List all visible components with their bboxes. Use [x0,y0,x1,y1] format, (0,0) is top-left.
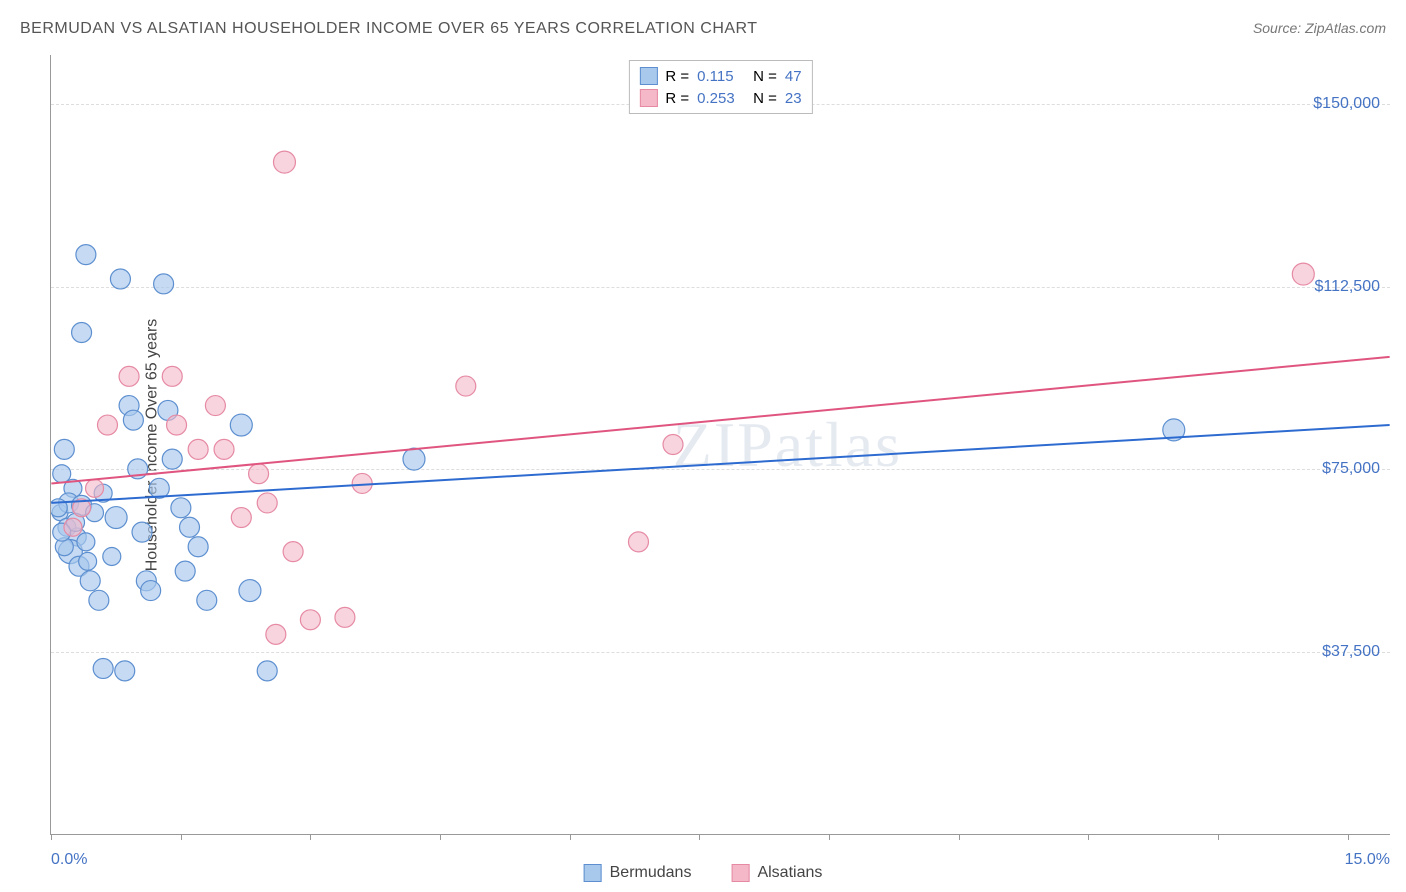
data-point [283,542,303,562]
data-point [77,533,95,551]
plot-area: Householder Income Over 65 years ZIPatla… [50,55,1390,835]
n-label: N = [753,90,777,107]
n-label: N = [753,68,777,85]
data-point [64,518,82,536]
legend-item-alsatians: Alsatians [731,864,822,882]
data-point [105,507,127,529]
data-point [54,439,74,459]
data-point [663,435,683,455]
chart-title: BERMUDAN VS ALSATIAN HOUSEHOLDER INCOME … [20,20,758,38]
legend-stats-row-1: R = 0.253 N = 23 [639,87,801,109]
data-point [89,590,109,610]
legend-stats-row-0: R = 0.115 N = 47 [639,65,801,87]
data-point [167,415,187,435]
data-point [132,522,152,542]
data-point [266,624,286,644]
data-point [188,439,208,459]
data-point [119,366,139,386]
legend-label-bermudans: Bermudans [610,864,692,882]
data-point [79,552,97,570]
data-point [257,661,277,681]
data-point [300,610,320,630]
legend-item-bermudans: Bermudans [584,864,692,882]
r-value-1: 0.253 [697,90,745,107]
legend-series: Bermudans Alsatians [584,864,823,882]
data-point [214,439,234,459]
legend-stats: R = 0.115 N = 47 R = 0.253 N = 23 [628,60,812,114]
r-label: R = [665,90,689,107]
data-point [80,571,100,591]
data-point [273,151,295,173]
n-value-0: 47 [785,68,802,85]
data-point [53,465,71,483]
data-point [72,323,92,343]
legend-swatch-alsatians [639,89,657,107]
data-point [175,561,195,581]
data-point [93,658,113,678]
scatter-svg [51,55,1390,834]
data-point [141,581,161,601]
r-label: R = [665,68,689,85]
data-point [97,415,117,435]
data-point [335,607,355,627]
data-point [123,410,143,430]
data-point [188,537,208,557]
data-point [230,414,252,436]
data-point [162,449,182,469]
data-point [86,479,104,497]
data-point [249,464,269,484]
data-point [154,274,174,294]
data-point [103,547,121,565]
data-point [257,493,277,513]
data-point [110,269,130,289]
data-point [239,580,261,602]
data-point [171,498,191,518]
x-axis-min-label: 0.0% [51,851,87,869]
data-point [162,366,182,386]
data-point [205,396,225,416]
data-point [456,376,476,396]
legend-label-alsatians: Alsatians [757,864,822,882]
data-point [403,448,425,470]
n-value-1: 23 [785,90,802,107]
legend-swatch-alsatians-icon [731,864,749,882]
data-point [1292,263,1314,285]
data-point [197,590,217,610]
data-point [231,508,251,528]
legend-swatch-bermudans-icon [584,864,602,882]
source-attribution: Source: ZipAtlas.com [1253,20,1386,36]
r-value-0: 0.115 [697,68,745,85]
data-point [180,517,200,537]
legend-swatch-bermudans [639,67,657,85]
data-point [628,532,648,552]
data-point [76,245,96,265]
data-point [115,661,135,681]
x-axis-max-label: 15.0% [1345,851,1390,869]
